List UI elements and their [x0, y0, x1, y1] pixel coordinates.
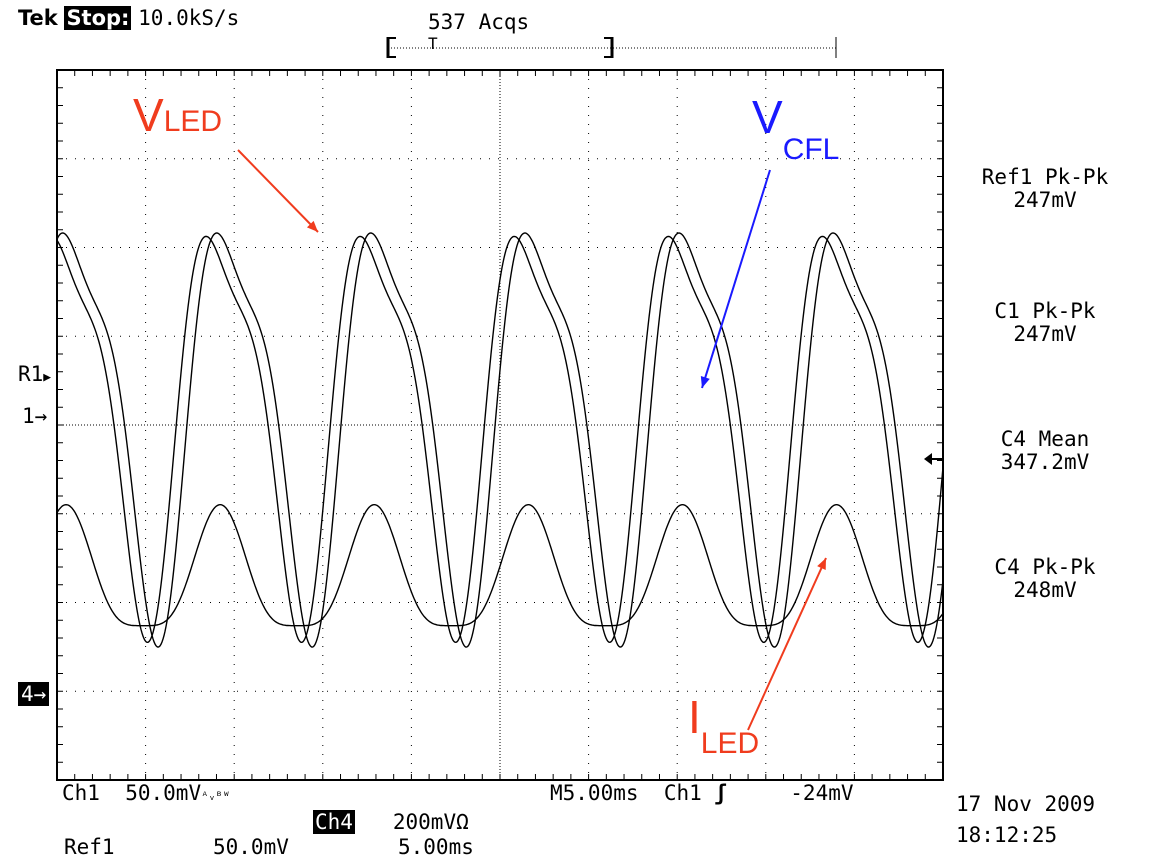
ref1-scale: 50.0mV [213, 835, 289, 859]
ch1-scale: 50.0mV [125, 781, 202, 805]
vled-annotation: VLED [133, 88, 222, 142]
vcfl-sub: CFL [782, 133, 840, 166]
footer-date: 17 Nov 2009 [956, 792, 1096, 816]
vled-arrow [237, 149, 319, 233]
measurement-name: C4 Pk-Pk [994, 555, 1096, 579]
ref1-marker-arrow-icon: ▶ [43, 370, 52, 385]
measurement-name: C4 Mean [1000, 427, 1090, 451]
sample-rate-readout: 10.0kS/s [138, 6, 240, 30]
vcfl-annotation: VCFL [752, 91, 840, 170]
vcfl-main: V [752, 91, 783, 143]
trigger-source: Ch1 [663, 781, 702, 805]
trace-v-led [56, 235, 944, 644]
iled-sub: LED [700, 727, 760, 760]
trigger-level: -24mV [790, 781, 854, 805]
graticule [56, 69, 944, 781]
brand-label: Tek [18, 6, 58, 30]
trace-v-cfl [56, 232, 944, 648]
trace-i-led [56, 503, 944, 627]
ch4-label: Ch4 [313, 810, 355, 834]
measurement-item: C1 Pk-Pk 247mV [950, 300, 1140, 346]
iled-arrow [747, 557, 827, 731]
ref1-marker-label: R1 [18, 362, 44, 386]
vled-sub: LED [163, 105, 223, 138]
measurement-name: C1 Pk-Pk [994, 299, 1096, 323]
iled-main: I [688, 691, 701, 743]
ch4-marker-label: 4 [21, 682, 34, 706]
ch1-marker-arrow-icon: → [34, 404, 48, 428]
measurement-item: C4 Mean 347.2mV [950, 428, 1140, 474]
iled-annotation: ILED [688, 690, 759, 760]
ch1-marker-label: 1 [22, 404, 35, 428]
waveform-traces [56, 232, 944, 648]
ch1-label: Ch1 [62, 781, 100, 805]
ch4-marker: 4→ [18, 682, 50, 706]
ref1-label: Ref1 [64, 835, 115, 859]
vled-main: V [133, 89, 164, 141]
ref1-marker: R1▶ [18, 362, 51, 386]
footer-ch1: Ch1 50.0mVᴬᵥᴮᵂ [62, 782, 230, 807]
measurement-item: C4 Pk-Pk 248mV [950, 556, 1140, 602]
footer-time: 18:12:25 [956, 823, 1058, 847]
measurement-value: 248mV [1013, 578, 1077, 602]
measurement-value: 247mV [1013, 322, 1077, 346]
measurement-value: 347.2mV [1000, 450, 1090, 474]
trigger-position-marker: T [428, 34, 438, 53]
ch1-bandwidth-icon: ᴬᵥᴮᵂ [201, 789, 230, 803]
ch4-marker-arrow-icon: → [33, 682, 47, 706]
measurement-item: Ref1 Pk-Pk 247mV [950, 166, 1140, 212]
header-bar: Tek Stop: 10.0kS/s [18, 6, 239, 30]
footer-timebase: M5.00ms Ch1 ʃ -24mV [550, 782, 854, 804]
record-length-bar [386, 37, 837, 58]
timebase-readout: M5.00ms [550, 781, 639, 805]
annotation-arrows [237, 149, 827, 731]
footer-ref1: Ref1 [64, 835, 115, 859]
acquisition-state-badge: Stop: [64, 6, 132, 30]
measurement-value: 247mV [1013, 188, 1077, 212]
footer-ch4: Ch4 200mVΩ [313, 810, 469, 834]
ref1-time: 5.00ms [398, 835, 474, 859]
ch4-scale: 200mVΩ [392, 810, 469, 834]
acquisition-count: 537 Acqs [428, 10, 530, 34]
vcfl-arrow [700, 169, 771, 389]
footer-ref1-scale-wrap: 50.0mV [213, 835, 289, 859]
trigger-slope-icon: ʃ [714, 781, 728, 805]
footer-ref1-time-wrap: 5.00ms [398, 835, 474, 859]
measurement-name: Ref1 Pk-Pk [981, 165, 1109, 189]
ch1-marker: 1→ [22, 404, 47, 428]
level-pointer-icon [924, 453, 942, 465]
